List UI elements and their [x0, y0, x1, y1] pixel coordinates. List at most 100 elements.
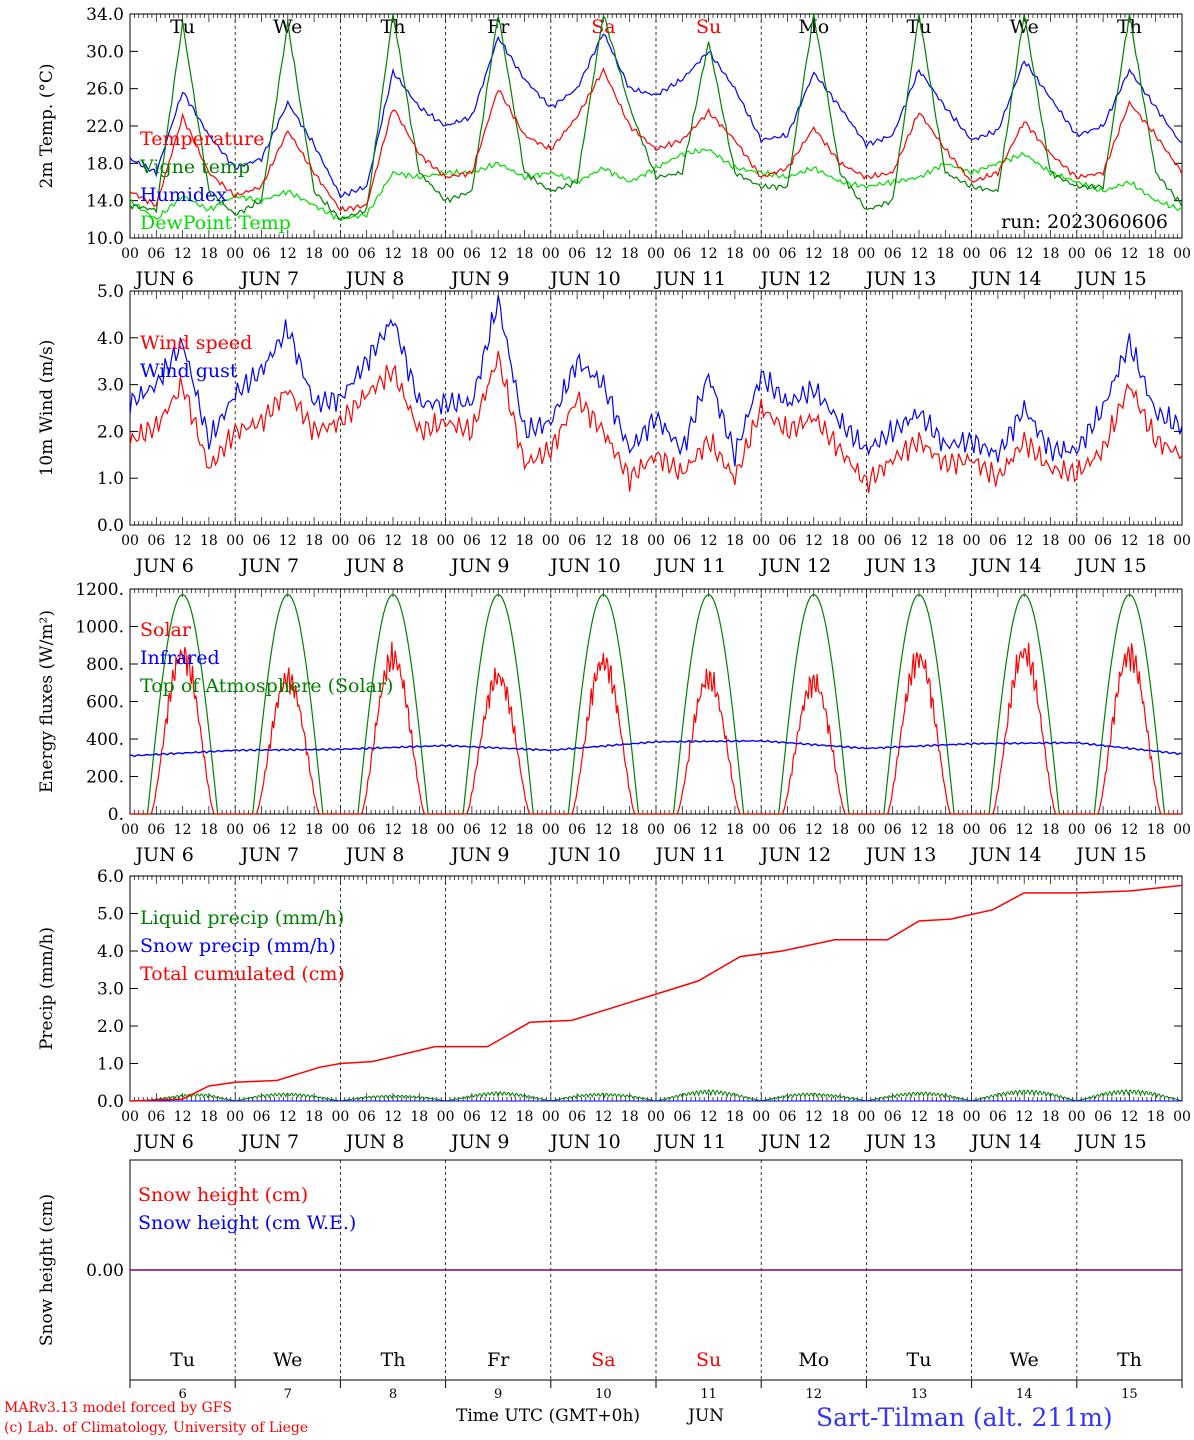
x-hour-label: 00: [1068, 1109, 1086, 1125]
y-tick-label: 2.0: [97, 422, 124, 442]
x-hour-label: 18: [726, 246, 744, 262]
x-hour-label: 18: [936, 533, 954, 549]
x-date-label: JUN 9: [449, 1131, 509, 1153]
x-hour-label: 12: [1120, 533, 1138, 549]
x-date-label: JUN 13: [864, 1131, 936, 1153]
day-number-label: 7: [284, 1387, 292, 1402]
x-hour-label: 12: [174, 246, 192, 262]
y-axis-label: 2m Temp. (°C): [37, 63, 57, 188]
x-hour-label: 00: [1173, 246, 1191, 262]
x-hour-label: 00: [542, 533, 560, 549]
x-hour-label: 00: [226, 822, 244, 838]
x-hour-label: 12: [805, 1109, 823, 1125]
x-hour-label: 00: [121, 533, 139, 549]
x-hour-label: 18: [1147, 533, 1165, 549]
x-hour-label: 00: [121, 1109, 139, 1125]
x-date-label: JUN 12: [759, 844, 831, 866]
x-date-label: JUN 6: [134, 555, 194, 577]
x-date-label: JUN 15: [1074, 555, 1146, 577]
x-hour-label: 06: [568, 533, 586, 549]
legend-temperature: Temperature: [140, 128, 264, 150]
x-hour-label: 00: [1173, 1109, 1191, 1125]
day-number-label: 12: [806, 1387, 823, 1402]
x-hour-label: 12: [279, 246, 297, 262]
day-number-label: 6: [178, 1387, 186, 1402]
x-hour-label: 00: [542, 822, 560, 838]
x-hour-label: 00: [963, 246, 981, 262]
x-hour-label: 18: [305, 1109, 323, 1125]
x-hour-label: 18: [516, 533, 534, 549]
x-hour-label: 00: [963, 1109, 981, 1125]
x-hour-label: 06: [253, 533, 271, 549]
x-hour-label: 06: [673, 533, 691, 549]
x-hour-label: 00: [752, 533, 770, 549]
x-hour-label: 00: [752, 822, 770, 838]
x-hour-label: 18: [410, 533, 428, 549]
x-hour-label: 06: [463, 822, 481, 838]
x-date-label: JUN 7: [239, 1131, 299, 1153]
weekday-label: Su: [696, 16, 721, 38]
weekday-label: Th: [381, 1349, 406, 1371]
x-hour-label: 00: [752, 1109, 770, 1125]
series-line-wind-gust: [129, 295, 1183, 467]
x-hour-label: 00: [542, 246, 560, 262]
y-tick-label: 600.: [86, 693, 124, 713]
weekday-label: Mo: [798, 1349, 829, 1371]
weekday-label: Fr: [487, 16, 510, 38]
day-number-label: 9: [494, 1387, 502, 1402]
x-hour-label: 12: [594, 533, 612, 549]
weekday-label: Tu: [907, 16, 932, 38]
x-date-label: JUN 14: [969, 268, 1041, 290]
x-hour-label: 00: [226, 533, 244, 549]
x-date-label: JUN 12: [759, 1131, 831, 1153]
x-date-label: JUN 7: [239, 268, 299, 290]
x-hour-label: 18: [726, 1109, 744, 1125]
y-tick-label: 0.0: [97, 1092, 124, 1112]
x-hour-label: 12: [594, 246, 612, 262]
legend-top-of-atmosphere-solar: Top of Atmosphere (Solar): [140, 675, 393, 697]
x-hour-label: 12: [384, 246, 402, 262]
series-line-infrared: [129, 739, 1183, 758]
y-tick-label: 3.0: [97, 376, 124, 396]
x-hour-label: 12: [489, 533, 507, 549]
x-hour-label: 12: [910, 533, 928, 549]
x-hour-label: 06: [779, 822, 797, 838]
x-date-label: JUN 14: [969, 555, 1041, 577]
series-line-dewpoint-temp: [129, 147, 1183, 222]
legend-wind-gust: Wind gust: [140, 360, 238, 382]
series-line-vigne-temp: [129, 13, 1183, 221]
x-hour-label: 06: [884, 822, 902, 838]
x-hour-label: 18: [621, 533, 639, 549]
x-hour-label: 12: [1120, 822, 1138, 838]
weekday-label: Sa: [591, 16, 615, 38]
x-date-label: JUN 13: [864, 268, 936, 290]
y-tick-label: 1000.: [75, 618, 124, 638]
y-tick-label: 5.0: [97, 282, 124, 302]
x-hour-label: 06: [568, 246, 586, 262]
y-tick-label: 10.0: [86, 229, 124, 249]
x-date-label: JUN 13: [864, 555, 936, 577]
x-hour-label: 06: [358, 246, 376, 262]
y-axis-label: Energy fluxes (W/m²): [37, 610, 57, 793]
y-tick-label: 1.0: [97, 1055, 124, 1075]
y-tick-label: 3.0: [97, 980, 124, 1000]
x-hour-label: 06: [989, 246, 1007, 262]
series-line-wind-speed: [129, 350, 1183, 494]
x-hour-label: 18: [1147, 822, 1165, 838]
x-hour-label: 18: [621, 246, 639, 262]
x-hour-label: 06: [989, 1109, 1007, 1125]
y-tick-label: 0.: [108, 805, 124, 825]
x-hour-label: 00: [1173, 533, 1191, 549]
x-hour-label: 12: [1120, 1109, 1138, 1125]
x-hour-label: 00: [331, 822, 349, 838]
x-date-label: JUN 11: [653, 1131, 725, 1153]
weekday-label: Tu: [907, 1349, 932, 1371]
x-hour-label: 00: [1068, 822, 1086, 838]
x-date-label: JUN 10: [548, 268, 620, 290]
legend-vigne-temp: Vigne temp: [139, 156, 250, 178]
x-date-label: JUN 8: [344, 844, 404, 866]
legend-total-cumulated-cm: Total cumulated (cm): [140, 963, 345, 985]
x-hour-label: 00: [121, 822, 139, 838]
x-hour-label: 00: [963, 822, 981, 838]
